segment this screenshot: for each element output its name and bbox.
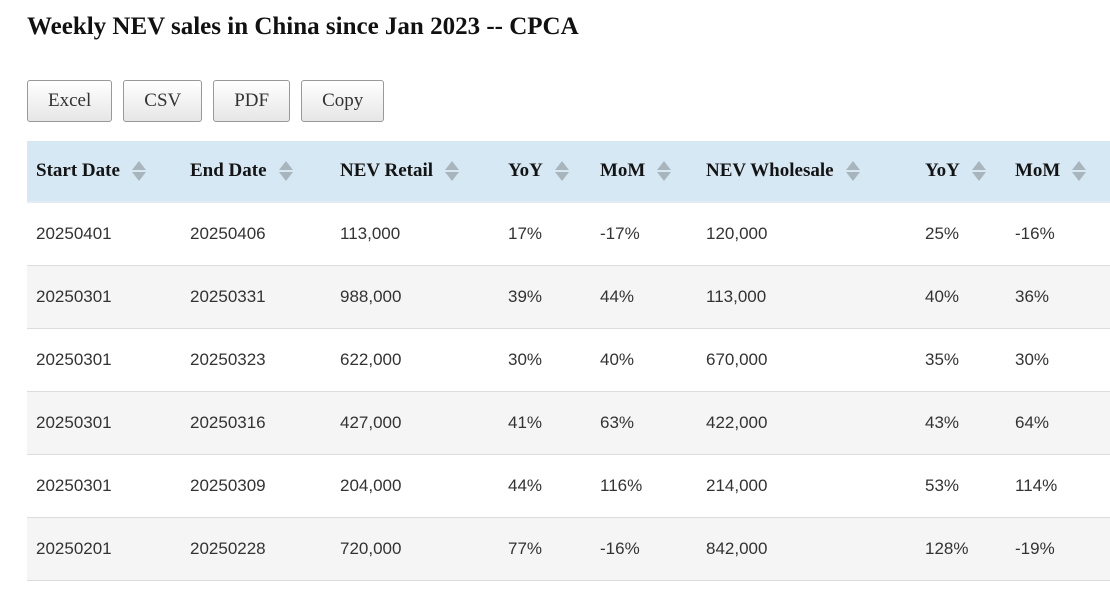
cell-6-yoy: 25% (916, 202, 1006, 266)
column-label: YoY (925, 160, 960, 181)
column-label: Start Date (36, 160, 120, 181)
cell-3-yoy: 44% (499, 454, 591, 518)
cell-1-end-date: 20250316 (181, 391, 331, 455)
cell-6-yoy: 43% (916, 391, 1006, 455)
cell-5-nev-wholesale: 422,000 (697, 391, 916, 455)
cell-7-mom: 114% (1006, 454, 1110, 518)
cell-5-nev-wholesale: 214,000 (697, 454, 916, 518)
table-row: 20250301 20250323 622,000 30% 40% 670,000 35% 3… (27, 328, 1110, 392)
cell-7-mom: -16% (1006, 202, 1110, 266)
sort-arrows-icon (1072, 161, 1087, 181)
column-header-0-start-date[interactable]: Start Date (27, 141, 181, 203)
cell-2-nev-retail: 720,000 (331, 517, 499, 581)
cell-0-start-date: 20250301 (27, 265, 181, 329)
cell-2-nev-retail: 427,000 (331, 391, 499, 455)
cell-1-end-date: 20250309 (181, 454, 331, 518)
sort-arrows-icon (657, 161, 672, 181)
cell-2-nev-retail: 988,000 (331, 265, 499, 329)
cell-7-mom: -19% (1006, 517, 1110, 581)
nev-sales-table: Start Date End Date NEV Retail YoY MoM NEV Wh… (27, 141, 1110, 581)
table-row: 20250201 20250228 720,000 77% -16% 842,000 128… (27, 517, 1110, 581)
cell-6-yoy: 128% (916, 517, 1006, 581)
cell-0-start-date: 20250301 (27, 328, 181, 392)
cell-7-mom: 36% (1006, 265, 1110, 329)
cell-7-mom: 30% (1006, 328, 1110, 392)
sort-arrows-icon (845, 161, 860, 181)
table-body: 20250401 20250406 113,000 17% -17% 120,000 25%… (27, 202, 1110, 581)
column-header-5-nev-wholesale[interactable]: NEV Wholesale (697, 141, 916, 203)
cell-1-end-date: 20250406 (181, 202, 331, 266)
column-label: NEV Wholesale (706, 160, 834, 181)
cell-0-start-date: 20250201 (27, 517, 181, 581)
cell-5-nev-wholesale: 120,000 (697, 202, 916, 266)
sort-arrows-icon (278, 161, 293, 181)
column-header-2-nev-retail[interactable]: NEV Retail (331, 141, 499, 203)
column-header-7-mom[interactable]: MoM (1006, 141, 1110, 203)
cell-2-nev-retail: 204,000 (331, 454, 499, 518)
cell-4-mom: 63% (591, 391, 697, 455)
cell-0-start-date: 20250301 (27, 391, 181, 455)
column-label: MoM (600, 160, 646, 181)
column-label: End Date (190, 160, 267, 181)
cell-5-nev-wholesale: 842,000 (697, 517, 916, 581)
column-label: YoY (508, 160, 543, 181)
sort-arrows-icon (971, 161, 986, 181)
sort-arrows-icon (131, 161, 146, 181)
export-csv-button[interactable]: CSV (123, 80, 203, 122)
table-row: 20250301 20250316 427,000 41% 63% 422,000 43% 6… (27, 391, 1110, 455)
table-row: 20250301 20250331 988,000 39% 44% 113,000 40% 3… (27, 265, 1110, 329)
cell-3-yoy: 41% (499, 391, 591, 455)
export-pdf-button[interactable]: PDF (213, 80, 291, 122)
cell-4-mom: 44% (591, 265, 697, 329)
cell-1-end-date: 20250323 (181, 328, 331, 392)
table-header-row: Start Date End Date NEV Retail YoY MoM NEV Wh… (27, 141, 1110, 203)
table-row: 20250301 20250309 204,000 44% 116% 214,000 53%… (27, 454, 1110, 518)
cell-4-mom: 116% (591, 454, 697, 518)
cell-3-yoy: 39% (499, 265, 591, 329)
cell-4-mom: -17% (591, 202, 697, 266)
column-label: MoM (1015, 160, 1061, 181)
cell-7-mom: 64% (1006, 391, 1110, 455)
cell-4-mom: 40% (591, 328, 697, 392)
cell-1-end-date: 20250228 (181, 517, 331, 581)
column-header-4-mom[interactable]: MoM (591, 141, 697, 203)
cell-4-mom: -16% (591, 517, 697, 581)
cell-5-nev-wholesale: 113,000 (697, 265, 916, 329)
cell-6-yoy: 35% (916, 328, 1006, 392)
cell-0-start-date: 20250301 (27, 454, 181, 518)
cell-3-yoy: 77% (499, 517, 591, 581)
column-header-3-yoy[interactable]: YoY (499, 141, 591, 203)
column-header-6-yoy[interactable]: YoY (916, 141, 1006, 203)
cell-5-nev-wholesale: 670,000 (697, 328, 916, 392)
cell-1-end-date: 20250331 (181, 265, 331, 329)
export-excel-button[interactable]: Excel (27, 80, 113, 122)
cell-6-yoy: 53% (916, 454, 1006, 518)
cell-6-yoy: 40% (916, 265, 1006, 329)
column-header-1-end-date[interactable]: End Date (181, 141, 331, 203)
column-label: NEV Retail (340, 160, 434, 181)
table-row: 20250401 20250406 113,000 17% -17% 120,000 25%… (27, 202, 1110, 266)
cell-2-nev-retail: 622,000 (331, 328, 499, 392)
export-copy-button[interactable]: Copy (301, 80, 385, 122)
cell-2-nev-retail: 113,000 (331, 202, 499, 266)
page-title: Weekly NEV sales in China since Jan 2023… (27, 13, 579, 40)
page: Weekly NEV sales in China since Jan 2023… (27, 13, 1110, 581)
sort-arrows-icon (445, 161, 460, 181)
cell-3-yoy: 30% (499, 328, 591, 392)
cell-0-start-date: 20250401 (27, 202, 181, 266)
sort-arrows-icon (554, 161, 569, 181)
export-toolbar: Excel CSV PDF Copy (27, 80, 1110, 122)
cell-3-yoy: 17% (499, 202, 591, 266)
